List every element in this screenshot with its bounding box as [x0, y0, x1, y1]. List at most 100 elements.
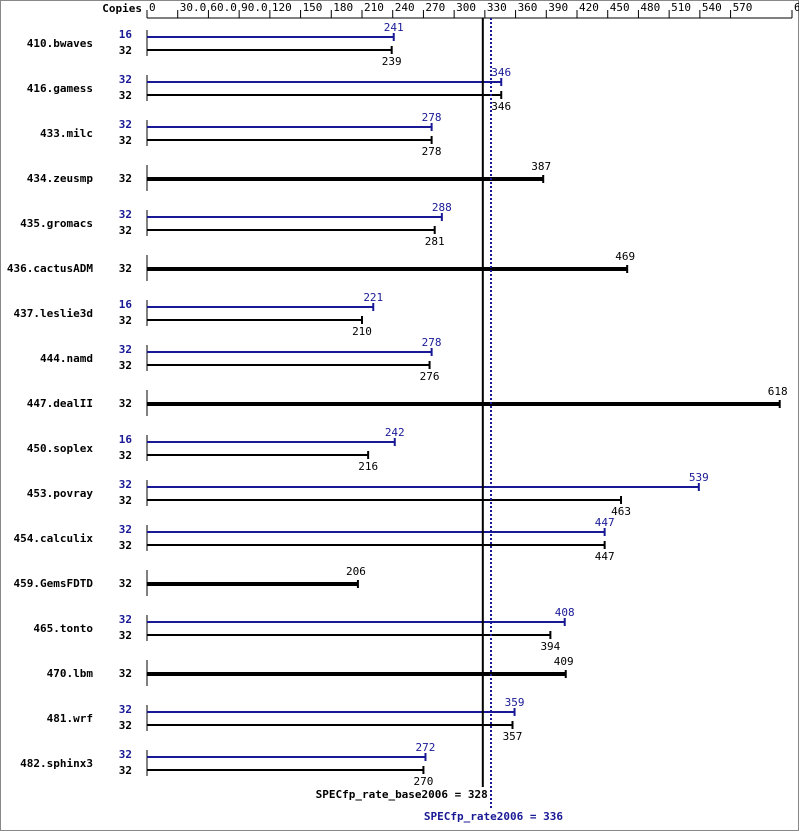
- base-value: 216: [358, 460, 378, 473]
- base-value: 346: [491, 100, 511, 113]
- x-tick-label: 510: [671, 1, 691, 14]
- base-value: 270: [413, 775, 433, 788]
- x-tick-label: 390: [548, 1, 568, 14]
- base-value: 469: [615, 250, 635, 263]
- copies-header: Copies: [102, 2, 142, 15]
- peak-value: 288: [432, 201, 452, 214]
- benchmark-name: 450.soplex: [27, 442, 94, 455]
- x-tick-label: 270: [425, 1, 445, 14]
- base-copies: 32: [119, 224, 132, 237]
- base-value: 278: [422, 145, 442, 158]
- peak-value: 278: [422, 111, 442, 124]
- peak-value: 278: [422, 336, 442, 349]
- base-value: 239: [382, 55, 402, 68]
- base-copies: 32: [119, 359, 132, 372]
- benchmark-name: 444.namd: [40, 352, 93, 365]
- base-value: 206: [346, 565, 366, 578]
- base-mean-text: SPECfp_rate_base2006 =: [316, 788, 462, 801]
- benchmark-name: 416.gamess: [27, 82, 93, 95]
- x-tick-label: 420: [579, 1, 599, 14]
- x-tick-label: 180: [333, 1, 353, 14]
- base-copies: 32: [119, 494, 132, 507]
- base-copies: 32: [119, 397, 132, 410]
- benchmark-name: 435.gromacs: [20, 217, 93, 230]
- peak-value: 359: [505, 696, 525, 709]
- benchmark-name: 434.zeusmp: [27, 172, 94, 185]
- peak-copies: 32: [119, 343, 132, 356]
- peak-copies: 32: [119, 478, 132, 491]
- base-value: 387: [531, 160, 551, 173]
- base-value: 447: [595, 550, 615, 563]
- benchmark-name: 482.sphinx3: [20, 757, 93, 770]
- peak-copies: 32: [119, 208, 132, 221]
- peak-copies: 32: [119, 523, 132, 536]
- x-tick-label: 210: [364, 1, 384, 14]
- x-tick-label: 450: [610, 1, 630, 14]
- base-value: 281: [425, 235, 445, 248]
- peak-copies: 16: [119, 298, 133, 311]
- base-value: 394: [540, 640, 560, 653]
- peak-value: 272: [416, 741, 436, 754]
- base-copies: 32: [119, 539, 132, 552]
- x-tick-label: 330: [487, 1, 507, 14]
- base-copies: 32: [119, 172, 132, 185]
- x-tick-label: 570: [733, 1, 753, 14]
- base-copies: 32: [119, 134, 132, 147]
- x-tick-label: 540: [702, 1, 722, 14]
- benchmark-name: 459.GemsFDTD: [14, 577, 94, 590]
- x-tick-label: 480: [640, 1, 660, 14]
- base-copies: 32: [119, 44, 132, 57]
- base-copies: 32: [119, 629, 132, 642]
- peak-copies: 32: [119, 703, 132, 716]
- base-mean-label: SPECfp_rate_base2006 = 328: [316, 788, 488, 801]
- benchmark-name: 465.tonto: [33, 622, 93, 635]
- benchmark-name: 436.cactusADM: [7, 262, 93, 275]
- base-value: 357: [503, 730, 523, 743]
- benchmark-name: 433.milc: [40, 127, 93, 140]
- x-tick-label: 60.0: [210, 1, 237, 14]
- peak-value: 408: [555, 606, 575, 619]
- benchmark-name: 410.bwaves: [27, 37, 93, 50]
- base-copies: 32: [119, 667, 132, 680]
- base-copies: 32: [119, 314, 132, 327]
- base-copies: 32: [119, 719, 132, 732]
- peak-copies: 16: [119, 433, 133, 446]
- x-tick-label: 90.0: [241, 1, 268, 14]
- base-value: 409: [554, 655, 574, 668]
- peak-mean-text: SPECfp_rate2006 =: [424, 810, 537, 823]
- benchmark-name: 453.povray: [27, 487, 94, 500]
- x-tick-label: 360: [518, 1, 538, 14]
- peak-mean-label: SPECfp_rate2006 = 336: [424, 810, 563, 823]
- x-tick-label: 0: [149, 1, 156, 14]
- peak-copies: 32: [119, 73, 132, 86]
- benchmark-name: 481.wrf: [47, 712, 93, 725]
- base-value: 618: [768, 385, 788, 398]
- peak-copies: 32: [119, 748, 132, 761]
- x-tick-label: 150: [303, 1, 323, 14]
- x-tick-label: 120: [272, 1, 292, 14]
- peak-copies: 16: [119, 28, 133, 41]
- peak-value: 241: [384, 21, 404, 34]
- peak-value: 346: [491, 66, 511, 79]
- base-copies: 32: [119, 262, 132, 275]
- x-tick-label: 30.0: [180, 1, 207, 14]
- x-tick-label: 300: [456, 1, 476, 14]
- peak-value: 447: [595, 516, 615, 529]
- peak-mean-value: 336: [543, 810, 563, 823]
- benchmark-name: 447.dealII: [27, 397, 93, 410]
- base-copies: 32: [119, 577, 132, 590]
- x-tick-label: 240: [395, 1, 415, 14]
- benchmark-name: 470.lbm: [47, 667, 94, 680]
- peak-value: 242: [385, 426, 405, 439]
- base-copies: 32: [119, 449, 132, 462]
- base-value: 210: [352, 325, 372, 338]
- base-copies: 32: [119, 764, 132, 777]
- base-copies: 32: [119, 89, 132, 102]
- peak-copies: 32: [119, 613, 132, 626]
- peak-value: 221: [363, 291, 383, 304]
- base-value: 276: [420, 370, 440, 383]
- peak-value: 539: [689, 471, 709, 484]
- benchmark-name: 454.calculix: [14, 532, 94, 545]
